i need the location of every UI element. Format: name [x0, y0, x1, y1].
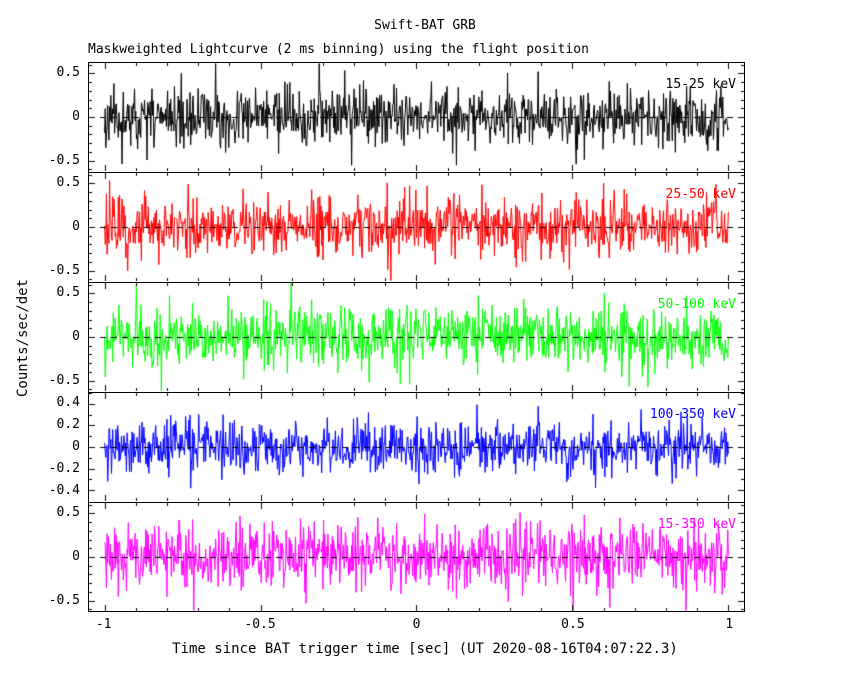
x-tick-label: 0: [412, 617, 421, 632]
lightcurve-trace-canvas: [89, 283, 744, 391]
y-tick-label: 0.5: [56, 504, 80, 520]
y-tick-label: 0.5: [56, 174, 80, 190]
x-tick-label: -0.5: [244, 617, 276, 632]
x-tick-label: -1: [95, 617, 112, 632]
y-axis-label: Counts/sec/det: [15, 279, 31, 398]
y-tick-label: 0: [72, 329, 80, 344]
chart-title: Swift-BAT GRB: [374, 18, 476, 33]
y-tick-labels: 0.5 0 -0.5 0.5 0 -0.5 0.5 0 -0.5 0.4 0.2 0 -0.2 -0.4 0…: [36, 62, 84, 612]
x-axis-label: Time since BAT trigger time [sec] (UT 20…: [172, 641, 678, 657]
energy-band-label: 100-350 keV: [649, 407, 736, 422]
y-tick-label: -0.5: [48, 153, 80, 169]
panel-15-350-kev: 15-350 keV: [89, 503, 744, 611]
x-tick-label: 1: [725, 617, 734, 632]
plot-frame: 15-25 keV 25-50 keV 50-100 keV 100-350 keV 1…: [88, 62, 745, 612]
y-tick-label: 0: [72, 439, 80, 454]
panel-15-25-kev: 15-25 keV: [89, 63, 744, 173]
y-tick-label: -0.5: [48, 593, 80, 609]
energy-band-label: 15-350 keV: [657, 517, 736, 532]
lightcurve-trace-canvas: [89, 173, 744, 281]
energy-band-label: 25-50 keV: [665, 187, 736, 202]
lightcurve-trace-canvas: [89, 63, 744, 171]
chart-subtitle: Maskweighted Lightcurve (2 ms binning) u…: [88, 42, 589, 57]
y-tick-label: -0.5: [48, 373, 80, 389]
x-tick-label: 0.5: [561, 617, 585, 632]
panel-50-100-kev: 50-100 keV: [89, 283, 744, 393]
energy-band-label: 50-100 keV: [657, 297, 736, 312]
x-tick-labels: -1 -0.5 0 0.5 1: [88, 617, 745, 635]
panel-100-350-kev: 100-350 keV: [89, 393, 744, 503]
panel-25-50-kev: 25-50 keV: [89, 173, 744, 283]
y-tick-label: 0: [72, 219, 80, 234]
y-tick-label: 0.2: [56, 417, 80, 432]
energy-band-label: 15-25 keV: [665, 77, 736, 92]
lightcurve-trace-canvas: [89, 393, 744, 501]
y-tick-label: 0.5: [56, 284, 80, 300]
lightcurve-trace-canvas: [89, 503, 744, 611]
y-tick-label: 0: [72, 109, 80, 124]
y-tick-label: -0.2: [48, 461, 80, 476]
y-tick-label: -0.4: [48, 483, 80, 498]
y-tick-label: 0.5: [56, 64, 80, 80]
y-tick-label: 0.4: [56, 395, 80, 410]
y-tick-label: 0: [72, 549, 80, 564]
y-tick-label: -0.5: [48, 263, 80, 279]
